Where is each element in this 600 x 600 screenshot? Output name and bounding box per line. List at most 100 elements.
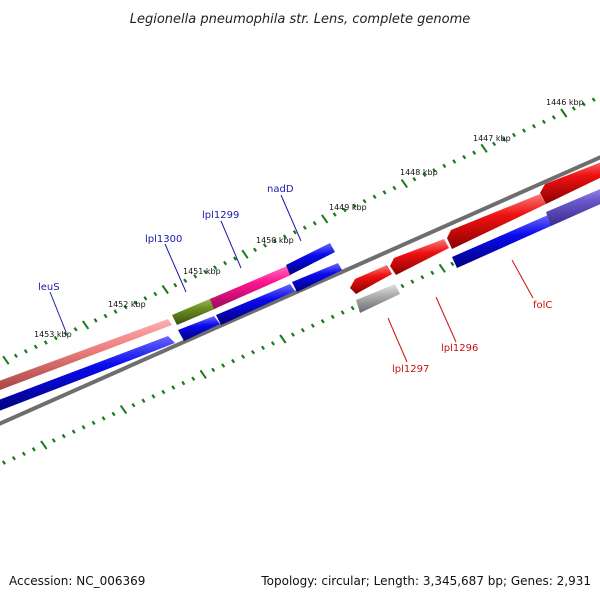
upstream-cds[interactable] bbox=[540, 158, 600, 204]
tick-label-1446: 1446 kbp bbox=[546, 98, 584, 107]
upper-minor-tick bbox=[282, 234, 287, 239]
lower-minor-tick bbox=[131, 402, 136, 408]
lower-minor-tick bbox=[290, 332, 295, 337]
lower-minor-tick bbox=[450, 261, 455, 267]
upper-minor-tick bbox=[113, 309, 118, 314]
folC-cds[interactable] bbox=[447, 194, 546, 249]
lower-minor-tick bbox=[161, 389, 166, 395]
folC-leader bbox=[511, 259, 534, 299]
upper-minor-tick bbox=[43, 340, 48, 345]
upper-minor-tick bbox=[302, 225, 307, 230]
folC-feature[interactable] bbox=[546, 184, 600, 226]
lower-minor-tick bbox=[61, 433, 66, 439]
lpl1300-leader bbox=[164, 243, 187, 293]
leuS-cds[interactable] bbox=[0, 336, 175, 413]
upper-major-tick bbox=[81, 320, 90, 330]
gene-label-lpl1297[interactable]: lpl1297 bbox=[392, 364, 429, 375]
lower-minor-tick bbox=[211, 367, 216, 373]
lower-minor-tick bbox=[241, 354, 246, 359]
lower-minor-tick bbox=[300, 327, 305, 333]
leuS-feature[interactable] bbox=[0, 319, 172, 393]
gene-label-leuS[interactable]: leuS bbox=[38, 282, 60, 293]
upper-minor-tick bbox=[502, 137, 507, 142]
lower-minor-tick bbox=[151, 394, 156, 399]
upper-minor-tick bbox=[372, 194, 377, 200]
lpl1296-cds[interactable] bbox=[390, 239, 449, 275]
upper-minor-tick bbox=[223, 260, 228, 266]
lpl1296-feature[interactable] bbox=[452, 215, 553, 268]
upper-major-tick bbox=[480, 143, 488, 153]
upper-major-tick bbox=[2, 355, 10, 365]
nadD-cds[interactable] bbox=[292, 263, 342, 292]
lpl1299-cds[interactable] bbox=[216, 284, 295, 325]
lower-minor-tick bbox=[221, 363, 226, 368]
upper-minor-tick bbox=[233, 256, 238, 261]
gene-label-folC[interactable]: folC bbox=[533, 300, 552, 311]
lower-minor-tick bbox=[250, 349, 256, 355]
upper-major-tick bbox=[161, 284, 169, 295]
upper-minor-tick bbox=[422, 172, 427, 178]
lower-minor-tick bbox=[231, 358, 236, 364]
upper-major-tick bbox=[241, 249, 249, 259]
lpl1299-feature[interactable] bbox=[210, 266, 291, 309]
nadD-leader bbox=[280, 194, 302, 242]
upper-minor-tick bbox=[521, 128, 527, 133]
lower-minor-tick bbox=[340, 310, 345, 315]
lower-minor-tick bbox=[71, 429, 76, 434]
upper-minor-tick bbox=[412, 176, 417, 182]
upper-minor-tick bbox=[452, 159, 457, 164]
tick-label-1449: 1449 kbp bbox=[329, 203, 367, 212]
lower-minor-tick bbox=[111, 411, 116, 417]
lpl1300-cds[interactable] bbox=[178, 316, 220, 341]
tick-label-1453: 1453 kbp bbox=[34, 330, 72, 339]
lpl1297-feature[interactable] bbox=[356, 284, 400, 313]
gene-label-lpl1300[interactable]: lpl1300 bbox=[145, 234, 182, 245]
tick-label-1450: 1450 kbp bbox=[256, 236, 294, 245]
lower-major-tick bbox=[40, 440, 48, 450]
lower-minor-tick bbox=[1, 460, 6, 465]
upper-minor-tick bbox=[193, 274, 198, 279]
gene-label-nadD[interactable]: nadD bbox=[267, 184, 294, 195]
lower-minor-tick bbox=[171, 385, 176, 390]
upper-minor-tick bbox=[432, 168, 437, 173]
lower-minor-tick bbox=[191, 376, 196, 381]
upper-minor-tick bbox=[591, 97, 596, 102]
lpl1299-leader bbox=[220, 220, 242, 269]
backbone-line-lower bbox=[0, 111, 600, 386]
upper-minor-tick bbox=[73, 327, 78, 332]
accession-text: Accession: NC_006369 bbox=[9, 574, 145, 588]
lower-minor-tick bbox=[31, 447, 36, 452]
tick-label-1448: 1448 kbp bbox=[400, 168, 438, 177]
upper-minor-tick bbox=[33, 344, 38, 350]
gene-label-lpl1299[interactable]: lpl1299 bbox=[202, 210, 239, 221]
nadD-feature[interactable] bbox=[286, 243, 335, 275]
upper-minor-tick bbox=[272, 238, 277, 244]
upper-minor-tick bbox=[392, 185, 397, 191]
lower-major-tick bbox=[279, 334, 287, 344]
upper-minor-tick bbox=[541, 119, 546, 125]
upper-minor-tick bbox=[23, 349, 28, 354]
lower-minor-tick bbox=[410, 279, 415, 284]
lower-minor-tick bbox=[51, 438, 56, 443]
upper-minor-tick bbox=[53, 335, 58, 341]
leuS-leader bbox=[49, 291, 67, 333]
tick-marks-upper bbox=[2, 97, 596, 365]
upper-minor-tick bbox=[581, 101, 586, 107]
upper-minor-tick bbox=[63, 331, 68, 336]
gene-label-lpl1296[interactable]: lpl1296 bbox=[441, 343, 478, 354]
lower-minor-tick bbox=[310, 323, 315, 328]
upper-minor-tick bbox=[472, 150, 477, 155]
lpl1300-feature[interactable] bbox=[172, 298, 217, 325]
upper-minor-tick bbox=[352, 203, 357, 208]
upper-minor-tick bbox=[442, 163, 447, 169]
upper-minor-tick bbox=[123, 304, 128, 310]
lower-minor-tick bbox=[260, 345, 266, 351]
lower-minor-tick bbox=[330, 314, 335, 320]
upper-minor-tick bbox=[551, 115, 556, 120]
lower-minor-tick bbox=[400, 283, 405, 289]
upper-minor-tick bbox=[153, 291, 158, 297]
topology-text: Topology: circular; Length: 3,345,687 bp… bbox=[260, 574, 591, 588]
upper-minor-tick bbox=[292, 229, 297, 235]
lpl1297-cds[interactable] bbox=[350, 265, 392, 294]
